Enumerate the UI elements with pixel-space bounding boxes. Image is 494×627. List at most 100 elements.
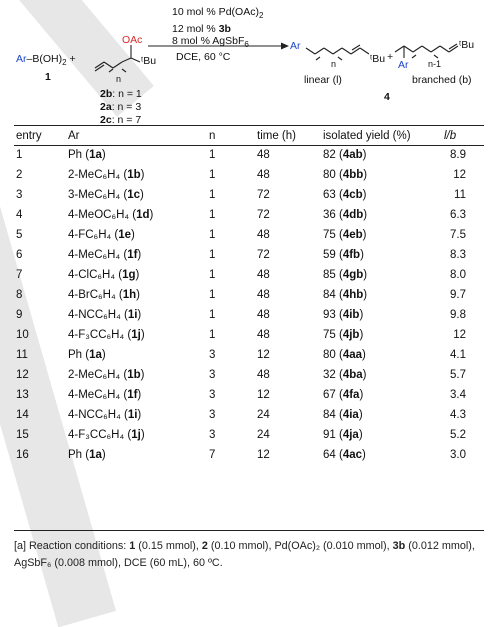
cell-ar: 4-MeC₆H₄ (1f) <box>68 249 142 261</box>
catalyst-line: 10 mol % Pd(OAc)2 <box>172 6 264 21</box>
cell-ar: 4-MeOC₆H₄ (1d) <box>68 209 154 221</box>
aryl-code: 1f <box>127 389 138 401</box>
cell-lb: 8.3 <box>450 249 466 261</box>
aryl-code: 1c <box>127 189 140 201</box>
cell-n: 3 <box>209 369 216 381</box>
cell-time: 72 <box>257 209 270 221</box>
cell-n: 1 <box>209 189 216 201</box>
cell-ar: Ph (1a) <box>68 349 106 361</box>
yield-value: 84 <box>323 409 336 421</box>
cell-time: 24 <box>257 409 270 421</box>
cell-time: 48 <box>257 289 270 301</box>
product-code: 4ia <box>342 409 359 421</box>
product-code: 4fa <box>342 389 360 401</box>
substrate-variant-list: 2b: n = 1 2a: n = 3 2c: n = 7 <box>100 88 142 127</box>
cell-entry: 13 <box>16 389 29 401</box>
product-code: 4gb <box>342 269 364 281</box>
yield-value: 84 <box>323 289 336 301</box>
cell-entry: 7 <box>16 269 23 281</box>
cell-entry: 14 <box>16 409 29 421</box>
aryl-group-label: Ar <box>16 53 27 65</box>
aryl-name: 4-F₃CC₆H₄ <box>68 329 125 341</box>
aryl-name: 3-MeC₆H₄ <box>68 189 121 201</box>
yield-value: 63 <box>323 189 336 201</box>
yield-value: 59 <box>323 249 336 261</box>
aryl-code: 1d <box>136 209 150 221</box>
cell-time: 48 <box>257 369 270 381</box>
table-row: 5 4-FC₆H₄ (1e) 1 48 75 (4eb) 7.5 <box>14 225 484 245</box>
table-row: 7 4-ClC₆H₄ (1g) 1 48 85 (4gb) 8.0 <box>14 265 484 285</box>
yield-value: 67 <box>323 389 336 401</box>
cell-yield: 75 (4eb) <box>323 229 367 241</box>
header-n: n <box>209 129 216 142</box>
table-row: 6 4-MeC₆H₄ (1f) 1 72 59 (4fb) 8.3 <box>14 245 484 265</box>
cell-ar: 2-MeC₆H₄ (1b) <box>68 369 145 381</box>
cell-lb: 7.5 <box>450 229 466 241</box>
aryl-name: 4-F₃CC₆H₄ <box>68 429 125 441</box>
cell-yield: 84 (4ia) <box>323 409 363 421</box>
table-top-rule <box>14 125 484 127</box>
table-row: 9 4-NCC₆H₄ (1i) 1 48 93 (4ib) 9.8 <box>14 305 484 325</box>
cell-time: 48 <box>257 269 270 281</box>
yield-value: 82 <box>323 149 336 161</box>
yield-value: 93 <box>323 309 336 321</box>
cell-n: 3 <box>209 429 216 441</box>
cell-yield: 85 (4gb) <box>323 269 368 281</box>
cell-entry: 12 <box>16 369 29 381</box>
cell-yield: 64 (4ac) <box>323 449 366 461</box>
aryl-code: 1a <box>89 349 102 361</box>
aryl-name: 4-FC₆H₄ <box>68 229 112 241</box>
aryl-code: 1i <box>127 309 138 321</box>
reaction-scheme: Ar–B(OH)2 + 1 OAc ᵗBu n 2b: n = 1 2a: n … <box>0 0 494 126</box>
cell-ar: 4-NCC₆H₄ (1i) <box>68 409 142 421</box>
compound-label-1: 1 <box>45 71 51 83</box>
cell-n: 1 <box>209 209 216 221</box>
cell-entry: 8 <box>16 289 23 301</box>
product-code: 4ja <box>342 429 359 441</box>
cell-time: 48 <box>257 329 270 341</box>
header-lb: l/b <box>444 129 457 142</box>
aryl-name: Ph <box>68 149 83 161</box>
cell-entry: 15 <box>16 429 29 441</box>
cell-time: 12 <box>257 449 270 461</box>
aryl-name: Ph <box>68 449 83 461</box>
aryl-name: 4-MeC₆H₄ <box>68 389 121 401</box>
cell-ar: 3-MeC₆H₄ (1c) <box>68 189 144 201</box>
branched-aryl-label: Ar <box>398 59 409 71</box>
variant-2b: 2b: n = 1 <box>100 88 142 100</box>
aryl-code: 1h <box>122 289 137 301</box>
header-time: time (h) <box>257 129 296 142</box>
cell-time: 48 <box>257 149 270 161</box>
linear-caption: linear (l) <box>304 74 342 86</box>
table-row: 10 4-F₃CC₆H₄ (1j) 1 48 75 (4jb) 12 <box>14 325 484 345</box>
cell-ar: 4-F₃CC₆H₄ (1j) <box>68 429 145 441</box>
cell-n: 1 <box>209 269 216 281</box>
cell-ar: 4-ClC₆H₄ (1g) <box>68 269 140 281</box>
cell-entry: 2 <box>16 169 23 181</box>
cell-time: 72 <box>257 249 270 261</box>
cell-n: 7 <box>209 449 216 461</box>
aryl-name: 2-MeC₆H₄ <box>68 169 121 181</box>
cell-yield: 67 (4fa) <box>323 389 364 401</box>
cell-time: 72 <box>257 189 270 201</box>
cell-lb: 12 <box>453 329 466 341</box>
aryl-name: 4-BrC₆H₄ <box>68 289 116 301</box>
cell-n: 3 <box>209 349 216 361</box>
branched-caption: branched (b) <box>412 74 472 86</box>
cell-time: 12 <box>257 389 270 401</box>
yield-value: 80 <box>323 169 336 181</box>
cell-entry: 10 <box>16 329 29 341</box>
product-label-4: 4 <box>384 91 390 103</box>
cell-yield: 93 (4ib) <box>323 309 364 321</box>
aryl-code: 1b <box>127 369 141 381</box>
cell-entry: 11 <box>16 349 28 361</box>
cell-entry: 3 <box>16 189 23 201</box>
aryl-code: 1j <box>131 429 141 441</box>
cell-entry: 6 <box>16 249 23 261</box>
yield-value: 36 <box>323 209 336 221</box>
cell-ar: 4-BrC₆H₄ (1h) <box>68 289 140 301</box>
cell-n: 3 <box>209 389 216 401</box>
cell-yield: 82 (4ab) <box>323 149 367 161</box>
cell-time: 24 <box>257 429 270 441</box>
cell-n: 1 <box>209 289 216 301</box>
